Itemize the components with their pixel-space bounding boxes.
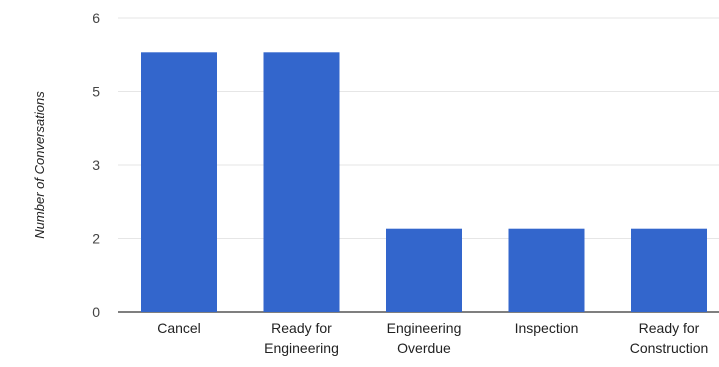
x-tick-label: Ready for Engineering — [264, 320, 339, 356]
bar[interactable] — [264, 52, 340, 312]
y-axis-title: Number of Conversations — [32, 91, 47, 239]
y-tick-label: 2 — [92, 231, 100, 247]
bar[interactable] — [386, 229, 462, 312]
y-tick-label: 3 — [92, 157, 100, 173]
y-axis-ticks: 0 2 3 5 6 — [92, 10, 100, 320]
y-tick-label: 5 — [92, 84, 100, 100]
bar[interactable] — [141, 52, 217, 312]
x-axis-labels: Cancel Ready for Engineering Engineering Ove… — [157, 320, 708, 356]
x-tick-label: Cancel — [157, 320, 201, 336]
x-tick-label: Engineering Overdue — [387, 320, 462, 356]
x-tick-label: Inspection — [515, 320, 579, 336]
y-tick-label: 6 — [92, 10, 100, 26]
y-tick-label: 0 — [92, 304, 100, 320]
bar[interactable] — [631, 229, 707, 312]
bar[interactable] — [509, 229, 585, 312]
x-tick-label: Ready for Construction — [630, 320, 709, 356]
